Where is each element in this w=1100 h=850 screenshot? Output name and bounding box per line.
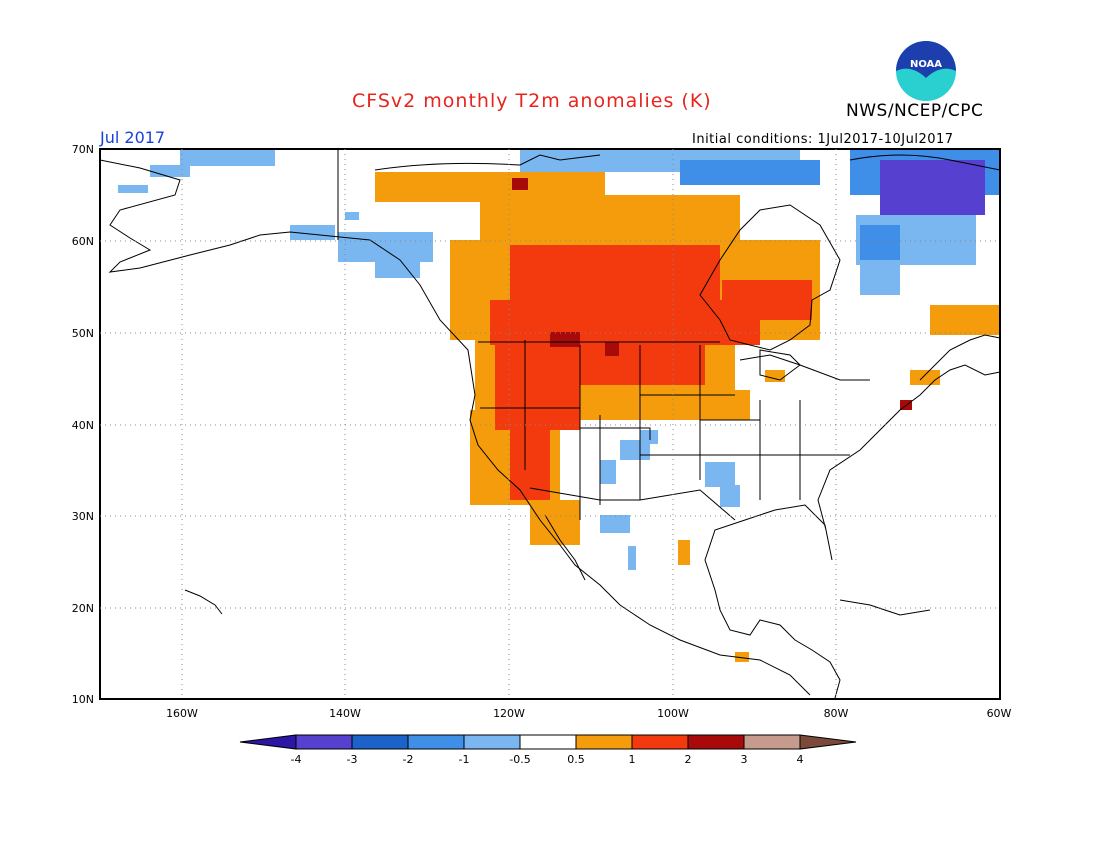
anomaly-cell	[860, 260, 900, 295]
anomaly-cell	[512, 178, 528, 190]
anomaly-cell	[722, 280, 812, 320]
anomaly-cell	[705, 462, 735, 487]
x-tick-label: 100W	[657, 707, 689, 720]
y-tick-label: 10N	[72, 693, 94, 706]
colorbar-label: 3	[741, 753, 748, 766]
anomaly-cell	[765, 370, 785, 382]
anomaly-cell	[180, 150, 275, 166]
y-tick-label: 60N	[72, 235, 94, 248]
noaa-logo-text: NOAA	[910, 59, 942, 70]
anomaly-field	[118, 150, 1000, 662]
colorbar-label: 2	[685, 753, 692, 766]
x-axis: 160W 140W 120W 100W 80W 60W	[166, 707, 1011, 720]
graticule	[100, 149, 1000, 699]
anomaly-cell	[480, 195, 740, 245]
anomaly-cell	[530, 500, 580, 545]
anomaly-cell	[375, 258, 420, 278]
anomaly-cell	[345, 212, 359, 220]
anomaly-cell	[600, 460, 616, 484]
anomaly-cell	[860, 225, 900, 260]
noaa-logo: NOAA	[896, 41, 956, 101]
map-frame	[99, 148, 1001, 700]
anomaly-cell	[680, 160, 820, 185]
colorbar-label: 4	[797, 753, 804, 766]
anomaly-cell	[290, 225, 335, 240]
anomaly-cell	[628, 546, 636, 570]
anomaly-cell	[510, 430, 550, 500]
political-borders	[337, 150, 870, 521]
colorbar-label: 1	[629, 753, 636, 766]
x-tick-label: 80W	[824, 707, 849, 720]
anomaly-cell	[880, 160, 985, 215]
anomaly-cell	[678, 540, 690, 565]
y-tick-label: 50N	[72, 327, 94, 340]
y-tick-label: 30N	[72, 510, 94, 523]
y-tick-label: 40N	[72, 419, 94, 432]
anomaly-cell	[605, 342, 619, 356]
anomaly-cell	[495, 380, 580, 430]
map-title: CFSv2 monthly T2m anomalies (K)	[352, 90, 712, 112]
colorbar-label: -2	[403, 753, 414, 766]
colorbar-segment	[575, 734, 633, 750]
colorbar-segment	[519, 734, 577, 750]
colorbar-arrow-left	[239, 734, 297, 750]
colorbar-segment	[743, 734, 801, 750]
colorbar-segment	[351, 734, 409, 750]
anomaly-cell	[550, 332, 580, 347]
colorbar-label: -3	[347, 753, 358, 766]
anomaly-cell	[720, 485, 740, 507]
x-tick-label: 140W	[329, 707, 361, 720]
anomaly-cell	[640, 430, 658, 444]
colorbar-label: -0.5	[509, 753, 530, 766]
x-tick-label: 120W	[493, 707, 525, 720]
anomaly-cell	[338, 232, 433, 262]
anomaly-cell	[600, 515, 630, 533]
colorbar-segment	[687, 734, 745, 750]
agency-label: NWS/NCEP/CPC	[846, 101, 984, 121]
coastline	[99, 154, 1001, 699]
y-tick-label: 70N	[72, 143, 94, 156]
colorbar-label: 0.5	[567, 753, 585, 766]
month-label: Jul 2017	[100, 128, 166, 147]
y-tick-label: 20N	[72, 602, 94, 615]
colorbar-label: -1	[459, 753, 470, 766]
initial-conditions-label: Initial conditions: 1Jul2017-10Jul2017	[692, 132, 954, 147]
colorbar-segment	[295, 734, 353, 750]
y-axis: 70N 60N 50N 40N 30N 20N 10N	[72, 143, 94, 706]
anomaly-cell	[150, 165, 190, 177]
colorbar-segment	[631, 734, 689, 750]
colorbar-label: -4	[291, 753, 302, 766]
anomaly-cell	[930, 305, 1000, 335]
anomaly-cell	[735, 652, 749, 662]
colorbar-segment	[463, 734, 521, 750]
anomaly-cell	[490, 300, 760, 345]
anomaly-cell	[910, 370, 940, 385]
anomaly-cell	[495, 340, 705, 385]
x-tick-label: 160W	[166, 707, 198, 720]
colorbar: -4 -3 -2 -1 -0.5 0.5 1 2 3 4	[239, 734, 857, 766]
anomaly-cell	[118, 185, 148, 193]
colorbar-segment	[407, 734, 465, 750]
x-tick-label: 60W	[987, 707, 1012, 720]
colorbar-arrow-right	[799, 734, 857, 750]
